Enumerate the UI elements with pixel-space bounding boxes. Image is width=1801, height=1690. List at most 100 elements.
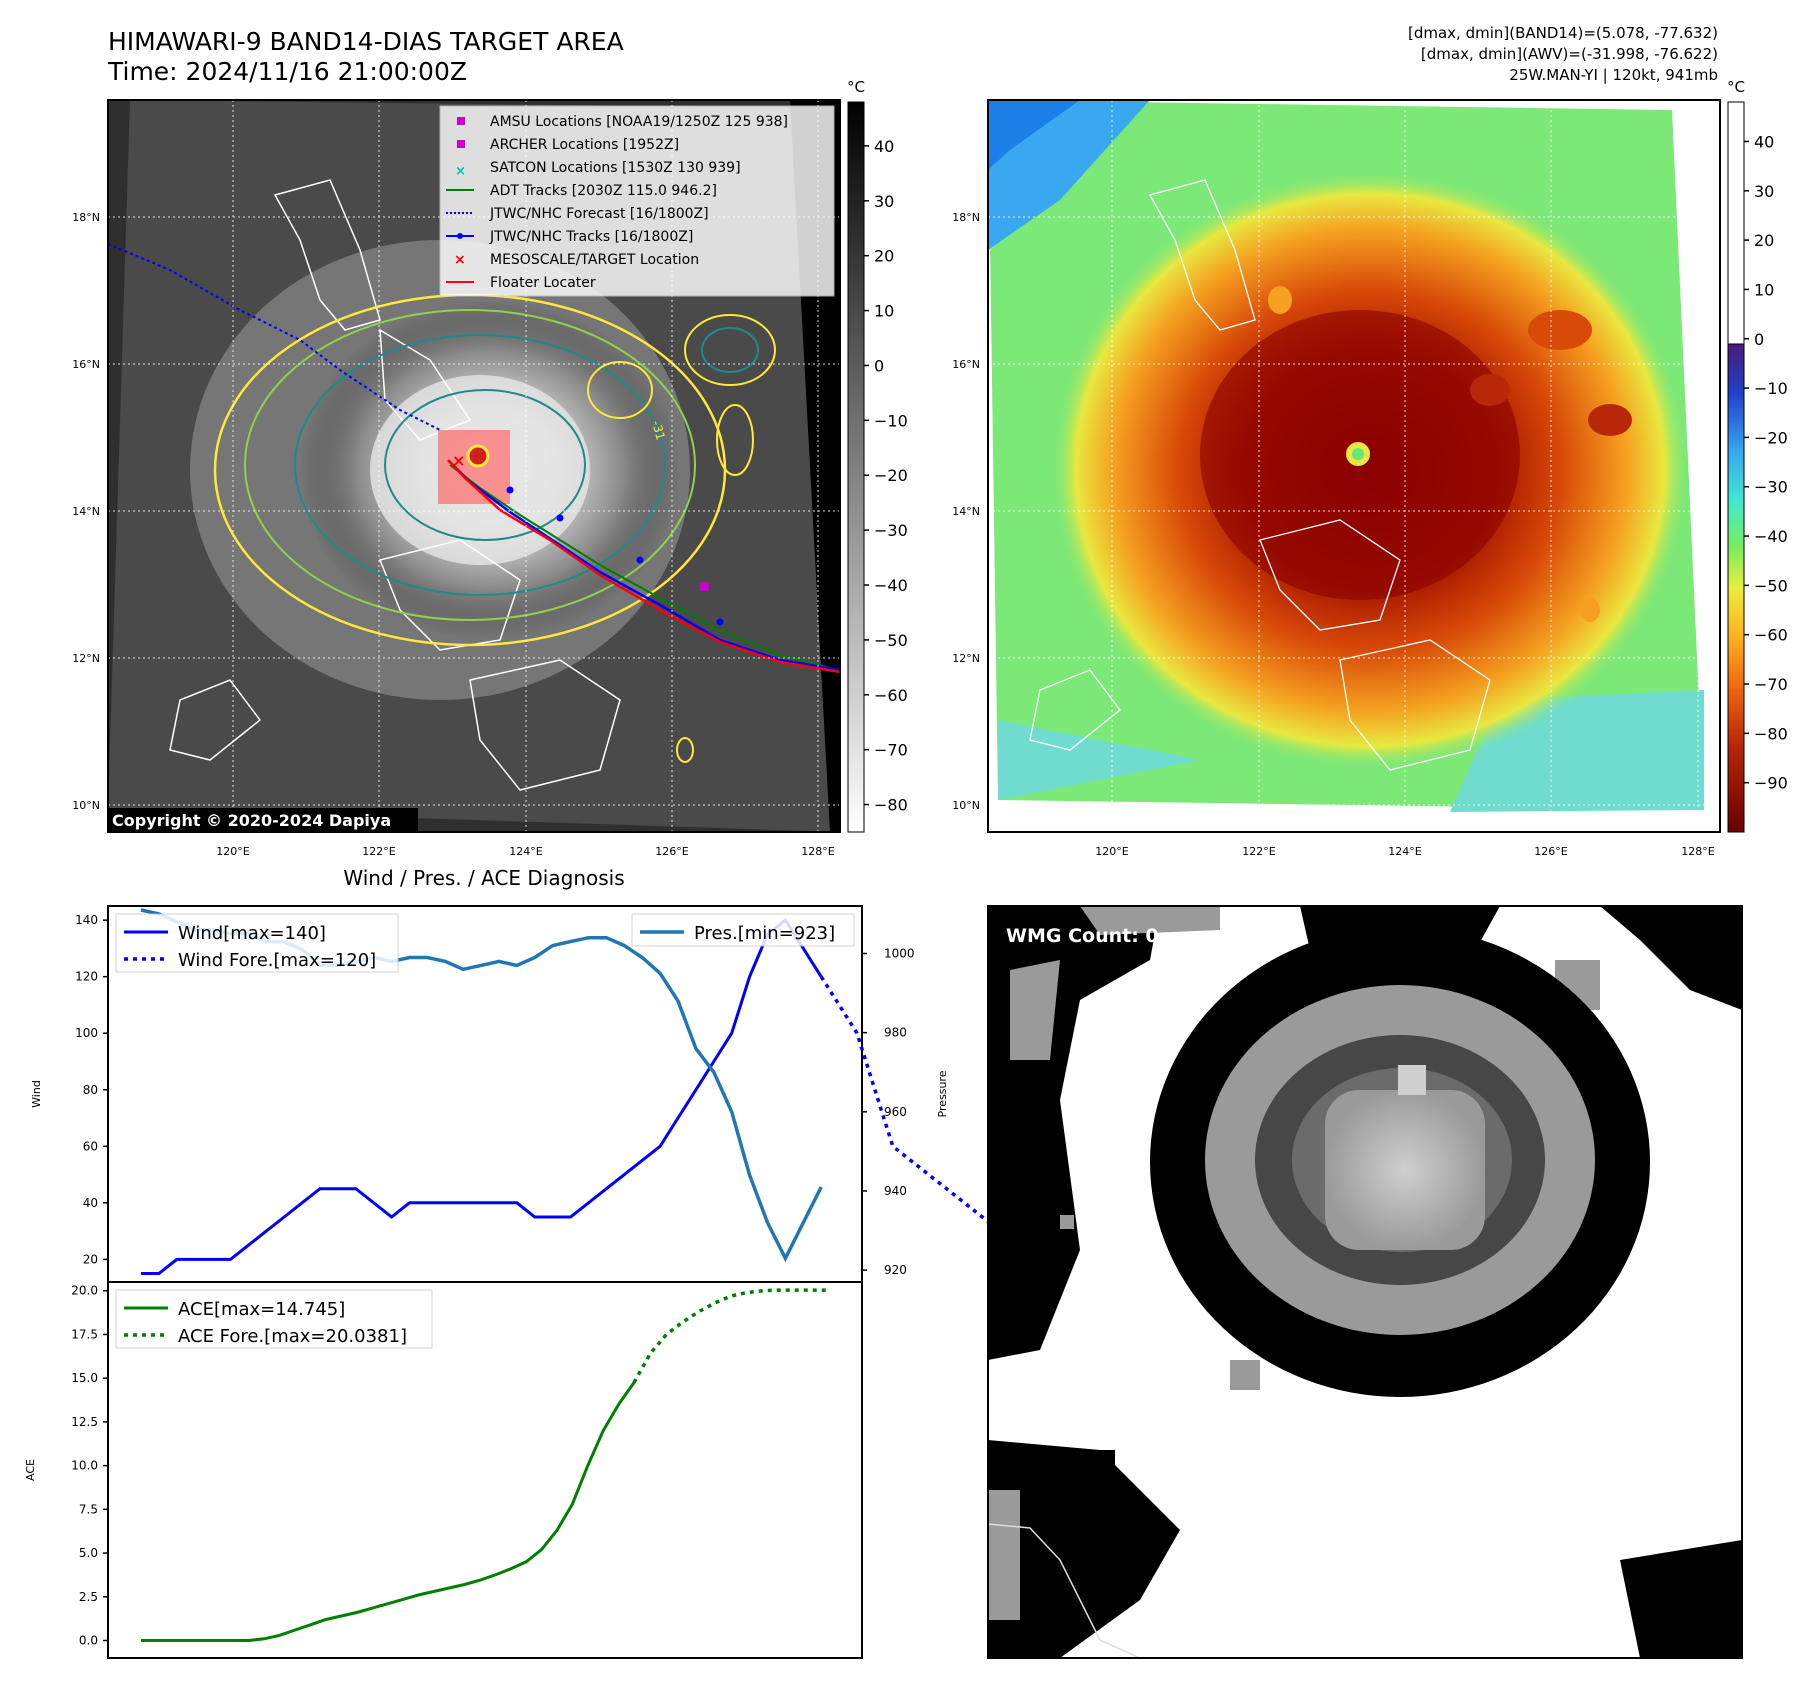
ace-axis-tick: 7.5: [79, 1502, 98, 1516]
info-line3: 25W.MAN-YI | 120kt, 941mb: [1509, 66, 1718, 84]
info-line1: [dmax, dmin](BAND14)=(5.078, -77.632): [1408, 24, 1718, 42]
ace-chart: 20.0 17.5 15.0 12.5 10.0 7.5 5.0 2.5 0.0 ACE ACE…: [24, 1281, 863, 1659]
wmg-count-label: WMG Count: 0: [1006, 925, 1159, 947]
legend-item-floater: Floater Locater: [490, 275, 596, 291]
colorbar-ir-tick: −30: [874, 521, 908, 540]
colorbar-awv: °C 40 30 20 10 0 −10 −20 −30 −40 −50 −60 −70 −80 −90: [1727, 78, 1788, 833]
wind-axis-label: Wind: [30, 1080, 43, 1108]
legend-item-mesoscale: MESOSCALE/TARGET Location: [490, 252, 699, 268]
wind-axis-tick: 120: [75, 970, 98, 984]
colorbar-awv-tick: −50: [1754, 576, 1788, 595]
legend-wind: Wind[max=140]: [178, 923, 326, 944]
pressure-axis-tick: 920: [884, 1263, 907, 1277]
wind-pressure-chart: 140 120 100 80 60 40 20 1000 980 960 940 920 Wind …: [30, 905, 1038, 1283]
pressure-axis-tick: 1000: [884, 946, 915, 960]
ace-axis-label: ACE: [24, 1459, 37, 1481]
map-legend: × × AMSU Locations [NOAA19/1250Z 125 938…: [439, 105, 835, 297]
legend-wind-forecast: Wind Fore.[max=120]: [178, 950, 376, 971]
wind-axis-tick: 60: [83, 1139, 98, 1153]
colorbar-ir-tick: −50: [874, 631, 908, 650]
series-ace-line: [141, 1381, 636, 1642]
ace-legend: ACE[max=14.745] ACE Fore.[max=20.0381]: [115, 1289, 433, 1349]
panel-awv-map: 18°N 16°N 14°N 12°N 10°N 120°E 122°E 124…: [952, 99, 1721, 858]
legend-item-jtwc-forecast: JTWC/NHC Forecast [16/1800Z]: [489, 206, 709, 222]
p1-ylabel-16n: 16°N: [72, 358, 100, 371]
pressure-axis-tick: 940: [884, 1184, 907, 1198]
legend-item-jtwc-tracks: JTWC/NHC Tracks [16/1800Z]: [489, 229, 693, 245]
colorbar-ir-unit: °C: [847, 78, 865, 96]
pressure-legend: Pres.[min=923]: [631, 913, 855, 947]
contour-green: [244, 309, 696, 621]
series-ace-forecast-line: [632, 1288, 828, 1384]
p2-ylabel-16n: 16°N: [952, 358, 980, 371]
copyright-label: Copyright © 2020-2024 Dapiya: [112, 811, 391, 830]
amsu-marker: [700, 582, 709, 591]
ace-axis-tick: 17.5: [71, 1327, 98, 1341]
pressure-axis-label: Pressure: [936, 1070, 949, 1117]
colorbar-awv-tick: −40: [1754, 527, 1788, 546]
colorbar-ir-tick: 20: [874, 247, 894, 266]
series-wind-forecast-line: [819, 975, 1038, 1261]
legend-item-amsu: AMSU Locations [NOAA19/1250Z 125 938]: [490, 114, 788, 130]
info-line2: [dmax, dmin](AWV)=(-31.998, -76.622): [1421, 45, 1718, 63]
colorbar-ir-tick: −60: [874, 686, 908, 705]
wind-axis-tick: 80: [83, 1083, 98, 1097]
colorbar-awv-tick: −20: [1754, 428, 1788, 447]
ace-axis-tick: 20.0: [71, 1284, 98, 1298]
p1-ylabel-12n: 12°N: [72, 652, 100, 665]
p1-ylabel-18n: 18°N: [72, 211, 100, 224]
svg-text:×: ×: [454, 252, 466, 268]
legend-ace: ACE[max=14.745]: [178, 1299, 345, 1320]
p2-ylabel-18n: 18°N: [952, 211, 980, 224]
wind-legend: Wind[max=140] Wind Fore.[max=120]: [115, 913, 399, 973]
target-x-marker: ×: [452, 451, 465, 470]
colorbar-ir-tick: 30: [874, 192, 894, 211]
p1-xlabel-126e: 126°E: [655, 845, 688, 858]
colorbar-awv-tick: −10: [1754, 379, 1788, 398]
chart-title: Wind / Pres. / ACE Diagnosis: [343, 866, 624, 890]
jtwc-forecast-track: [107, 243, 441, 431]
wind-axis-tick: 40: [83, 1196, 98, 1210]
ace-axis-tick: 15.0: [71, 1371, 98, 1385]
colorbar-awv-tick: 30: [1754, 182, 1774, 201]
ace-axis-tick: 2.5: [79, 1590, 98, 1604]
figure-title-line1: HIMAWARI-9 BAND14-DIAS TARGET AREA: [108, 27, 624, 56]
colorbar-awv-tick: −90: [1754, 774, 1788, 793]
colorbar-awv-tick: 20: [1754, 231, 1774, 250]
legend-item-adt: ADT Tracks [2030Z 115.0 946.2]: [490, 183, 717, 199]
colorbar-ir-tick: −10: [874, 411, 908, 430]
ace-axis-tick: 5.0: [79, 1546, 98, 1560]
floater-track: [447, 459, 841, 674]
p1-xlabel-120e: 120°E: [216, 845, 249, 858]
p1-xlabel-124e: 124°E: [509, 845, 542, 858]
series-wind-line: [141, 917, 823, 1275]
p1-xlabel-122e: 122°E: [362, 845, 395, 858]
colorbar-ir-tick: 40: [874, 137, 894, 156]
colorbar-ir-tick: −70: [874, 741, 908, 760]
ace-axis-tick: 12.5: [71, 1415, 98, 1429]
panel-wmg: WMG Count: 0: [987, 905, 1743, 1659]
p2-xlabel-128e: 128°E: [1681, 845, 1714, 858]
p2-xlabel-124e: 124°E: [1388, 845, 1421, 858]
pressure-axis-tick: 980: [884, 1026, 907, 1040]
colorbar-ir-tick: −20: [874, 466, 908, 485]
p1-ylabel-14n: 14°N: [72, 505, 100, 518]
contour-label: -31: [649, 419, 668, 442]
adt-track: [449, 464, 831, 669]
colorbar-awv-unit: °C: [1727, 78, 1745, 96]
colorbar-awv-tick: −60: [1754, 626, 1788, 645]
ace-axis-tick: 0.0: [79, 1634, 98, 1648]
colorbar-awv-tick: −80: [1754, 724, 1788, 743]
p2-xlabel-126e: 126°E: [1534, 845, 1567, 858]
ace-axis-tick: 10.0: [71, 1459, 98, 1473]
contour-teal-outer: [294, 334, 666, 596]
legend-item-archer: ARCHER Locations [1952Z]: [490, 137, 679, 153]
legend-ace-forecast: ACE Fore.[max=20.0381]: [178, 1326, 407, 1347]
jtwc-track: [449, 461, 841, 672]
p2-ylabel-10n: 10°N: [952, 799, 980, 812]
panel-ir-map: -31 × Copyright © 2020-2024 Dapi: [72, 99, 841, 858]
pressure-axis-tick: 960: [884, 1105, 907, 1119]
target-area-box: [438, 430, 510, 504]
colorbar-ir-tick: 0: [874, 356, 884, 375]
